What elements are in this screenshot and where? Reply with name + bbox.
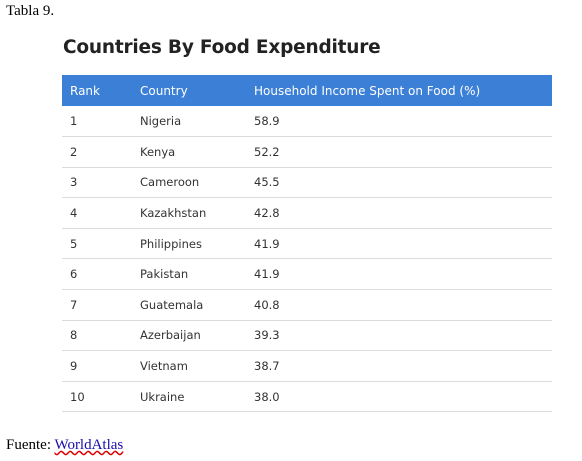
- table-row: 2 Kenya 52.2: [62, 137, 552, 168]
- cell-value: 41.9: [254, 267, 280, 282]
- cell-rank: 1: [70, 114, 78, 129]
- cell-country: Vietnam: [140, 359, 188, 374]
- cell-country: Guatemala: [140, 297, 204, 312]
- table-header-row: Rank Country Household Income Spent on F…: [62, 75, 552, 106]
- cell-value: 42.8: [254, 206, 280, 221]
- header-rank: Rank: [70, 83, 100, 98]
- table-title: Countries By Food Expenditure: [63, 37, 381, 58]
- header-country: Country: [140, 83, 188, 98]
- table-caption: Tabla 9.: [6, 3, 55, 19]
- cell-rank: 10: [70, 389, 85, 404]
- cell-rank: 6: [70, 267, 78, 282]
- cell-value: 52.2: [254, 144, 280, 159]
- cell-country: Cameroon: [140, 175, 200, 190]
- cell-country: Philippines: [140, 236, 202, 251]
- cell-rank: 5: [70, 236, 78, 251]
- cell-value: 39.3: [254, 328, 280, 343]
- cell-rank: 3: [70, 175, 78, 190]
- cell-value: 58.9: [254, 114, 280, 129]
- cell-country: Pakistan: [140, 267, 189, 282]
- table-row: 6 Pakistan 41.9: [62, 259, 552, 290]
- table-body: 1 Nigeria 58.9 2 Kenya 52.2 3 Cameroon 45.5 4 Kaza…: [62, 106, 552, 412]
- source-link[interactable]: WorldAtlas: [54, 437, 124, 453]
- cell-value: 38.0: [254, 389, 280, 404]
- cell-value: 40.8: [254, 297, 280, 312]
- table-row: 9 Vietnam 38.7: [62, 351, 552, 382]
- cell-rank: 4: [70, 206, 78, 221]
- cell-country: Azerbaijan: [140, 328, 201, 343]
- cell-country: Kenya: [140, 144, 176, 159]
- table-row: 1 Nigeria 58.9: [62, 106, 552, 137]
- table-row: 10 Ukraine 38.0: [62, 381, 552, 412]
- cell-country: Nigeria: [140, 114, 182, 129]
- cell-value: 41.9: [254, 236, 280, 251]
- cell-rank: 2: [70, 144, 78, 159]
- header-income-spent: Household Income Spent on Food (%): [254, 83, 481, 98]
- table-row: 8 Azerbaijan 39.3: [62, 320, 552, 351]
- cell-value: 45.5: [254, 175, 280, 190]
- cell-country: Kazakhstan: [140, 206, 207, 221]
- source-line: Fuente: WorldAtlas: [6, 437, 123, 454]
- table-row: 3 Cameroon 45.5: [62, 167, 552, 198]
- cell-rank: 7: [70, 297, 78, 312]
- food-expenditure-table: Rank Country Household Income Spent on F…: [62, 75, 552, 412]
- cell-value: 38.7: [254, 359, 280, 374]
- source-label: Fuente:: [6, 437, 51, 453]
- table-row: 4 Kazakhstan 42.8: [62, 198, 552, 229]
- cell-rank: 8: [70, 328, 78, 343]
- table-row: 5 Philippines 41.9: [62, 228, 552, 259]
- cell-rank: 9: [70, 359, 78, 374]
- table-row: 7 Guatemala 40.8: [62, 290, 552, 321]
- cell-country: Ukraine: [140, 389, 185, 404]
